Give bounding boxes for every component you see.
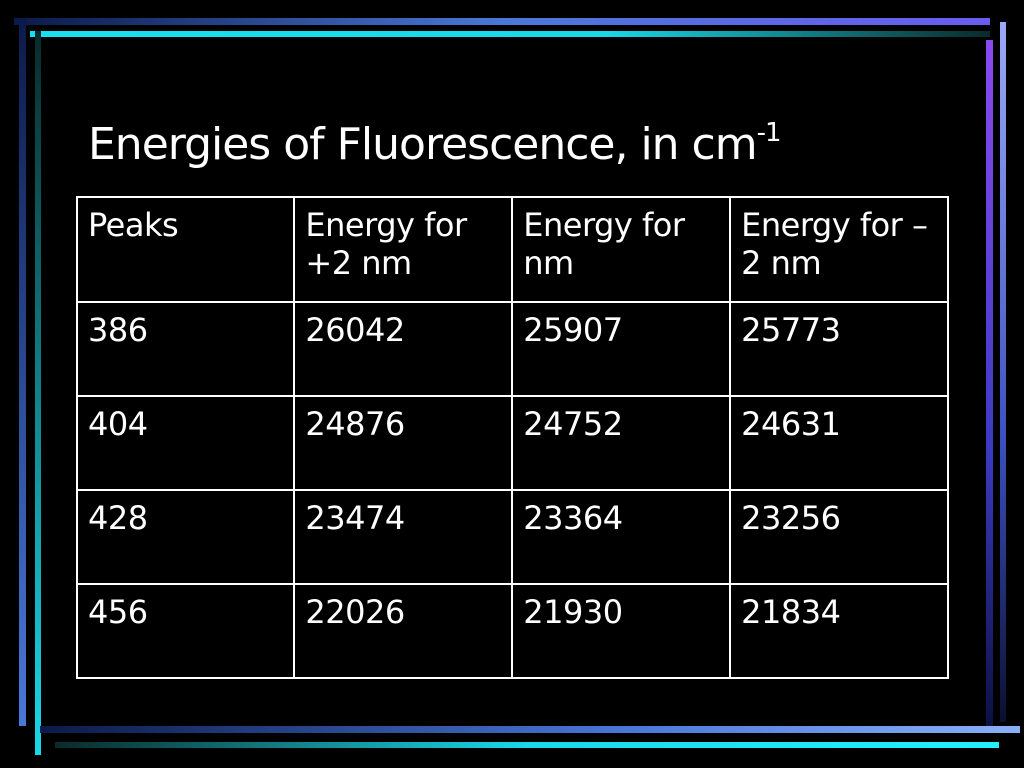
table-cell: 456 [75, 583, 296, 679]
table-cell: 25907 [511, 301, 732, 397]
table-row: 386 26042 25907 25773 [75, 301, 949, 397]
decor-bottom-1 [40, 726, 1020, 733]
table-cell: 428 [75, 489, 296, 585]
data-table: Peaks Energy for +2 nm Energy for nm Energy… [75, 196, 949, 679]
slide-title: Energies of Fluorescence, in cm-1 [88, 118, 782, 170]
decor-bottom-2 [55, 742, 999, 748]
table-cell: 23364 [511, 489, 732, 585]
table-cell: 21930 [511, 583, 732, 679]
header-cell: Energy for –2 nm [729, 196, 949, 303]
decor-top-2 [30, 31, 990, 37]
table-cell: 23256 [729, 489, 949, 585]
title-superscript: -1 [756, 118, 782, 148]
decor-right-1 [986, 40, 993, 730]
title-text: Energies of Fluorescence, in cm [88, 119, 758, 170]
table-cell: 404 [75, 395, 296, 491]
table-cell: 24876 [293, 395, 514, 491]
header-cell: Energy for +2 nm [293, 196, 514, 303]
table-row: 456 22026 21930 21834 [75, 583, 949, 679]
decor-left-1 [19, 18, 26, 726]
header-cell: Energy for nm [511, 196, 732, 303]
table-cell: 21834 [729, 583, 949, 679]
table-cell: 23474 [293, 489, 514, 585]
header-row: Peaks Energy for +2 nm Energy for nm Energy… [75, 196, 949, 303]
table-cell: 386 [75, 301, 296, 397]
decor-right-2 [1000, 22, 1006, 722]
table-cell: 22026 [293, 583, 514, 679]
decor-left-2 [35, 31, 41, 755]
header-cell: Peaks [75, 196, 296, 303]
table-row: 404 24876 24752 24631 [75, 395, 949, 491]
table-cell: 26042 [293, 301, 514, 397]
table-row: 428 23474 23364 23256 [75, 489, 949, 585]
table-cell: 24631 [729, 395, 949, 491]
decor-top-1 [14, 18, 990, 25]
table-cell: 24752 [511, 395, 732, 491]
table-cell: 25773 [729, 301, 949, 397]
